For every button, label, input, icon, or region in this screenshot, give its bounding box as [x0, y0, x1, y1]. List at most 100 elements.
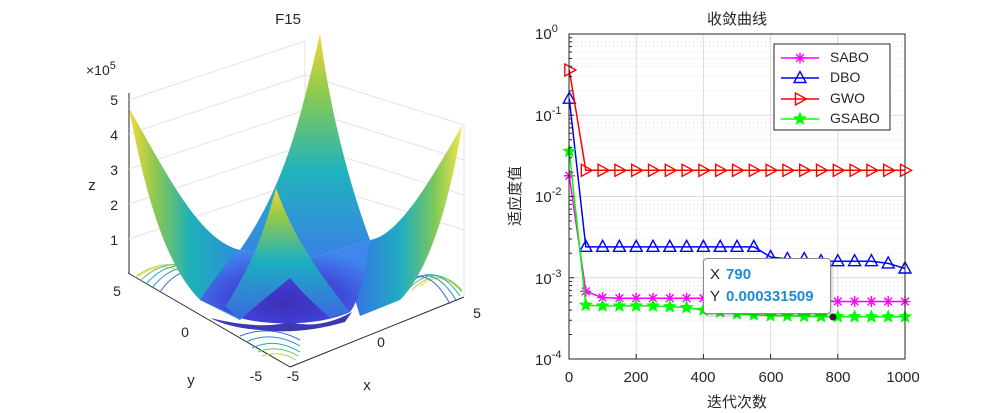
data-point	[864, 253, 879, 267]
data-point	[612, 238, 627, 253]
x-tick-labels: 0 200 400 600 800 1000	[565, 369, 920, 386]
z-exponent-label: ×105	[86, 60, 116, 78]
x-tick-labels: -5 0 5	[287, 305, 481, 384]
data-point	[866, 163, 880, 178]
x-tick-label: 0	[565, 369, 573, 386]
y-tick-label: 10-4	[535, 349, 561, 369]
y-tick-base: 10	[535, 26, 552, 43]
data-point	[631, 163, 645, 178]
data-point	[679, 238, 694, 253]
y-tick-label: 5	[113, 283, 121, 299]
data-point	[847, 309, 862, 323]
y-tick-label: 10-3	[535, 268, 561, 288]
data-point	[883, 163, 897, 178]
series-line	[568, 98, 906, 270]
data-point	[797, 308, 812, 323]
data-point	[578, 238, 593, 253]
data-point	[748, 163, 762, 178]
data-point	[849, 163, 863, 178]
data-point	[679, 300, 694, 314]
legend: SABO DBO GWO GSABO	[773, 43, 891, 131]
y-tick-base: 10	[535, 108, 552, 125]
x-tick-label: 600	[758, 369, 783, 386]
surface-mesh	[129, 34, 462, 332]
data-point	[847, 253, 862, 267]
data-point	[832, 296, 844, 308]
data-point	[696, 238, 711, 253]
data-point	[698, 163, 712, 178]
surface-right-wing	[352, 126, 462, 316]
data-point	[580, 163, 594, 178]
x-tick-label: 400	[690, 369, 715, 386]
y-tick-power: -4	[552, 349, 562, 361]
data-point	[629, 298, 644, 312]
data-point	[731, 163, 745, 178]
z-exponent-base: ×10	[86, 62, 110, 78]
y-tick-label: 10-2	[535, 186, 561, 206]
convergence-xlabel: 迭代次数	[707, 393, 767, 411]
convergence-title: 收敛曲线	[707, 10, 767, 28]
data-point	[765, 163, 779, 178]
x-tick-label: 5	[473, 305, 481, 321]
surface-axes-box	[127, 93, 465, 368]
data-point	[715, 163, 729, 178]
data-point	[882, 296, 894, 308]
data-point	[849, 296, 861, 308]
surface-front-lip	[210, 312, 352, 332]
data-point	[578, 297, 593, 312]
data-point	[646, 298, 660, 312]
z-tick-label: 1	[110, 232, 118, 248]
data-point	[713, 238, 728, 253]
legend-marker	[793, 111, 807, 125]
data-point	[564, 62, 578, 78]
y-tick-power: 0	[552, 23, 558, 35]
data-point	[881, 309, 896, 323]
legend-symbols	[781, 52, 819, 125]
data-point	[612, 298, 627, 312]
data-point	[814, 309, 828, 323]
data-point	[614, 163, 628, 178]
data-point	[647, 163, 661, 178]
y-tick-power: -2	[552, 186, 562, 198]
y-tick-base: 10	[535, 271, 552, 288]
y-tick-base: 10	[535, 189, 552, 206]
y-tick-label: 0	[181, 324, 189, 340]
y-tick-label: 100	[535, 23, 558, 43]
ticks	[568, 33, 906, 360]
y-tick-labels: 100 10-1 10-2 10-3 10-4	[535, 23, 561, 369]
datatip-x-value: 790	[726, 266, 752, 283]
datatip-y-key: Y	[710, 288, 721, 305]
legend-label: GSABO	[830, 110, 880, 126]
datatip[interactable]: X 790 Y 0.000331509	[703, 258, 831, 314]
y-tick-base: 10	[535, 352, 552, 369]
surface-plot: F15 ×105 1 2 3 4 5 z 5 0 -5 y -5 0 5 x	[86, 11, 481, 394]
data-point	[865, 296, 877, 308]
x-tick-label: 1000	[886, 369, 919, 386]
floor-contours-bottom	[239, 330, 301, 361]
x-tick-label: 800	[825, 369, 850, 386]
legend-label: SABO	[830, 49, 869, 65]
data-point	[782, 163, 796, 178]
legend-label: DBO	[830, 69, 860, 85]
data-point	[746, 238, 761, 253]
y-tick-power: -3	[552, 268, 562, 280]
datatip-x-key: X	[710, 266, 721, 283]
data-point	[681, 163, 695, 178]
z-tick-label: 4	[110, 127, 118, 143]
data-point	[864, 309, 879, 323]
datatip-point[interactable]	[829, 313, 837, 321]
z-tick-label: 2	[110, 197, 118, 213]
data-point	[662, 238, 677, 253]
x-tick-label: 0	[377, 334, 385, 350]
data-point	[662, 299, 677, 313]
data-point	[580, 285, 592, 297]
data-point	[629, 238, 644, 253]
y-tick-label: -5	[250, 368, 263, 384]
x-tick-label: 200	[623, 369, 648, 386]
y-tick-label: 10-1	[535, 105, 561, 125]
z-tick-label: 3	[110, 162, 118, 178]
y-tick-power: -1	[552, 105, 562, 117]
convergence-chart: 收敛曲线 迭代次数 适应度值 0 200 400 600 800 1000 10…	[506, 10, 920, 411]
convergence-ylabel: 适应度值	[506, 166, 524, 226]
